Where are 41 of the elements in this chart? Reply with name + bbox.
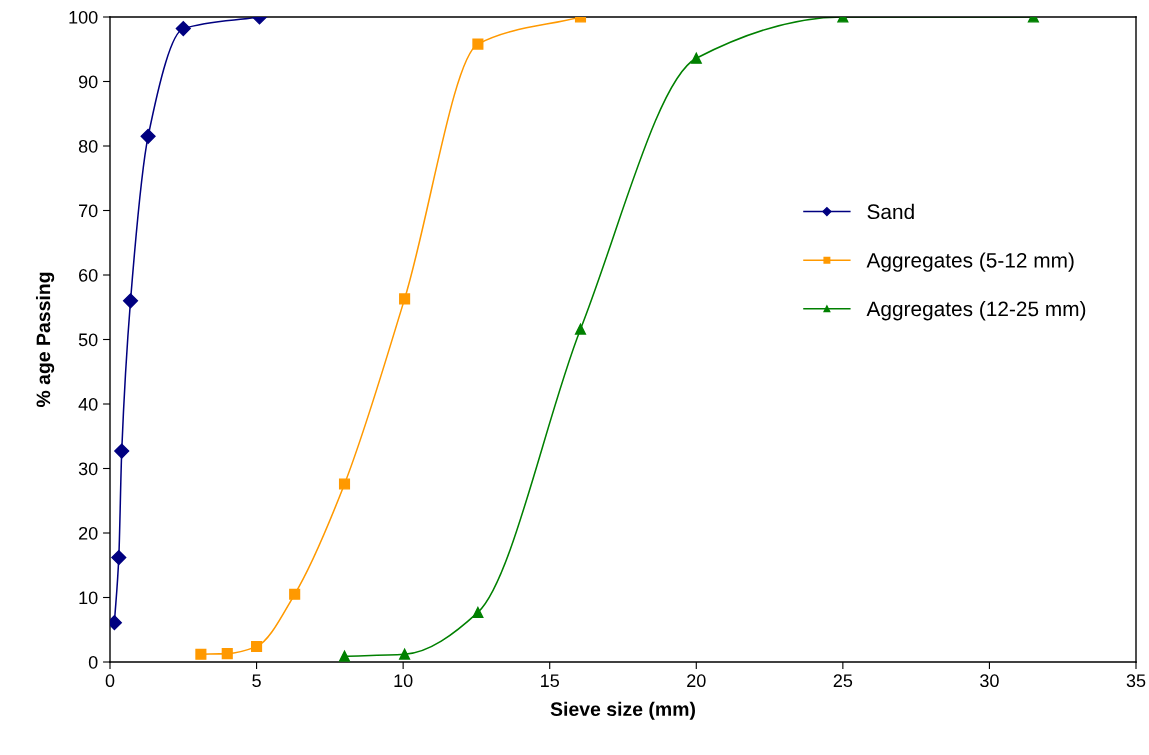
x-tick-label: 30 bbox=[980, 674, 999, 688]
y-tick-label: 70 bbox=[79, 204, 98, 218]
y-tick-label: 90 bbox=[78, 75, 98, 89]
point bbox=[122, 293, 139, 309]
legend-label: Aggregates (12-25 mm) bbox=[866, 300, 1086, 321]
point bbox=[111, 549, 127, 566]
y-axis-title: % age Passing bbox=[35, 272, 55, 408]
y-tick-label: 30 bbox=[78, 462, 98, 476]
y-tick-label: 80 bbox=[78, 139, 98, 153]
y-tick-label: 10 bbox=[79, 591, 98, 605]
x-tick-label: 15 bbox=[541, 674, 559, 688]
point bbox=[399, 648, 411, 660]
point bbox=[338, 478, 351, 490]
legend-label: Sand bbox=[867, 203, 914, 220]
y-tick-label: 40 bbox=[78, 397, 98, 411]
point bbox=[472, 38, 484, 50]
point bbox=[338, 650, 351, 662]
x-tick-label: 0 bbox=[105, 674, 115, 688]
x-tick-label: 5 bbox=[252, 674, 261, 688]
point bbox=[140, 128, 156, 144]
point bbox=[114, 443, 130, 459]
y-tick-label: 0 bbox=[88, 655, 98, 669]
y-tick-label: 20 bbox=[79, 526, 98, 540]
x-tick-label: 35 bbox=[1126, 674, 1146, 688]
point bbox=[472, 606, 484, 618]
y-tick-label: 60 bbox=[79, 268, 98, 282]
point bbox=[221, 648, 233, 660]
point bbox=[399, 293, 411, 305]
point bbox=[251, 640, 263, 653]
point bbox=[175, 21, 191, 37]
y-tick-label: 100 bbox=[69, 10, 98, 24]
x-tick-label: 10 bbox=[394, 674, 413, 688]
point bbox=[195, 648, 207, 660]
point bbox=[690, 52, 702, 64]
x-axis-title: Sieve size (mm) bbox=[550, 701, 695, 720]
x-tick-label: 25 bbox=[833, 674, 853, 688]
point bbox=[574, 323, 587, 335]
x-tick-label: 20 bbox=[687, 674, 706, 688]
y-tick-label: 50 bbox=[78, 333, 98, 347]
legend-label: Aggregates (5-12 mm) bbox=[866, 252, 1074, 272]
point bbox=[289, 588, 301, 600]
